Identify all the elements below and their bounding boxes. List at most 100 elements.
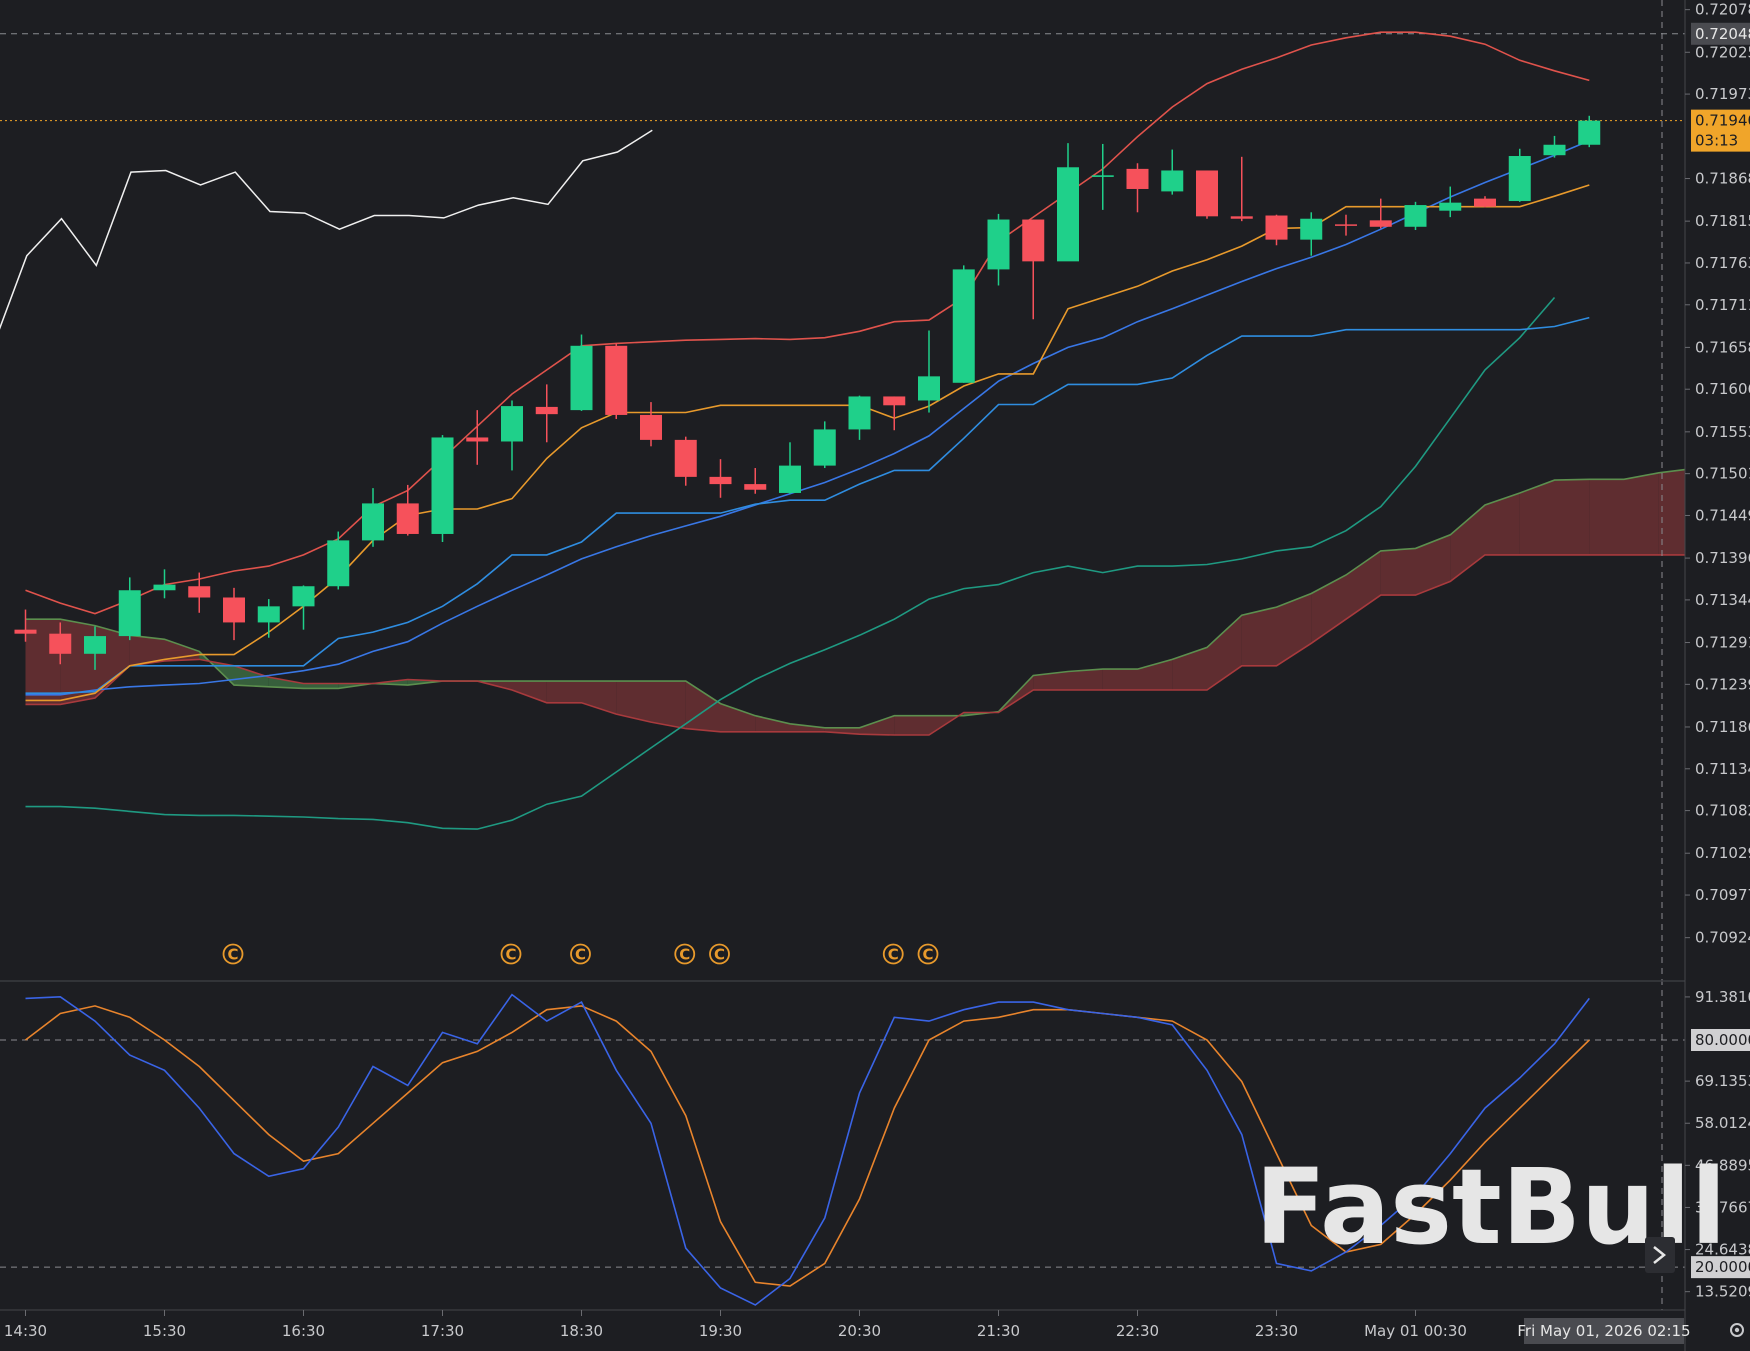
crosshair-time-tag-bg [1524, 1318, 1684, 1344]
candle-body [535, 406, 558, 415]
cloud-segment [234, 665, 269, 687]
event-marker[interactable]: C [709, 943, 730, 965]
candle[interactable] [1126, 163, 1149, 213]
candle[interactable] [257, 599, 280, 638]
candle[interactable] [1508, 148, 1531, 202]
event-marker[interactable]: C [674, 943, 696, 965]
event-marker-glyph: C [714, 946, 725, 964]
candle-body [49, 633, 72, 654]
candle[interactable] [918, 330, 940, 413]
candle[interactable] [1439, 186, 1462, 218]
candle[interactable] [1161, 149, 1184, 195]
candle[interactable] [1578, 115, 1601, 148]
upper-band-line [25, 31, 1590, 615]
event-marker-icon [570, 943, 591, 965]
candle[interactable] [1404, 201, 1427, 230]
event-marker[interactable]: C [222, 943, 244, 965]
candle[interactable] [431, 435, 454, 543]
candle-body [952, 269, 975, 383]
candle[interactable] [118, 577, 141, 641]
event-marker[interactable]: C [882, 943, 904, 965]
candle[interactable] [848, 395, 871, 440]
event-marker-glyph: C [922, 946, 933, 964]
candle[interactable] [674, 436, 697, 486]
candle-body [396, 503, 419, 534]
time-tick-label: 23:30 [1255, 1322, 1298, 1340]
candle[interactable] [188, 572, 211, 613]
price-tick-label: 0.71291 [1695, 634, 1750, 652]
event-marker[interactable]: C [500, 943, 522, 965]
candle-body [1474, 198, 1496, 207]
candle[interactable] [779, 442, 801, 494]
candle-body [918, 376, 940, 401]
candle[interactable] [1265, 214, 1288, 246]
candle-body [466, 437, 489, 442]
candle[interactable] [466, 410, 489, 465]
candle-body [327, 540, 350, 587]
time-axis[interactable]: 14:30 15:30 16:30 17:30 18:30 19:30 20:30 21:30… [4, 1310, 1691, 1344]
cloud-segment [1415, 534, 1451, 596]
cloud-segment [616, 681, 651, 723]
chikou-line [25, 296, 1556, 830]
candle-body [813, 429, 836, 466]
candle[interactable] [223, 587, 245, 641]
scroll-right-button[interactable] [1645, 1237, 1675, 1273]
candle[interactable] [1230, 156, 1253, 222]
candle[interactable] [362, 488, 384, 547]
event-marker-glyph: C [505, 946, 516, 964]
candle[interactable] [744, 468, 767, 494]
candle[interactable] [952, 265, 975, 383]
candle[interactable] [1196, 170, 1218, 219]
event-marker[interactable]: C [917, 943, 939, 965]
candle[interactable] [987, 213, 1010, 286]
candle[interactable] [709, 459, 732, 498]
candle-body [84, 636, 106, 654]
candle[interactable] [49, 622, 72, 665]
candle[interactable] [292, 585, 315, 630]
candle-body [1057, 167, 1079, 262]
candle[interactable] [1022, 219, 1045, 320]
candle[interactable] [883, 396, 906, 431]
candle[interactable] [153, 569, 176, 599]
event-marker[interactable]: C [570, 943, 591, 965]
chevron-right-icon [1653, 1246, 1667, 1264]
event-marker-icon [500, 943, 522, 965]
candle[interactable] [1335, 214, 1357, 236]
candle[interactable] [1369, 198, 1392, 229]
time-tick-label: 17:30 [421, 1322, 464, 1340]
candle-body [1578, 120, 1601, 145]
candle[interactable] [14, 609, 37, 642]
candle[interactable] [1474, 196, 1496, 208]
cloud-segment [651, 681, 686, 729]
candle-body [223, 597, 245, 623]
candle[interactable] [570, 334, 593, 411]
price-tick-label: 0.71449 [1695, 506, 1750, 524]
price-axis[interactable]: 0.72078 0.72025 0.71973 0.71868 0.71815 0.717… [1685, 1, 1750, 947]
candle[interactable] [327, 531, 350, 590]
candle[interactable] [1057, 143, 1079, 262]
candle-body [1230, 216, 1253, 219]
candle[interactable] [1300, 212, 1323, 256]
candle[interactable] [1091, 143, 1114, 210]
price-tick-label: 0.72025 [1695, 43, 1750, 61]
gear-icon[interactable] [1730, 1323, 1744, 1337]
candle[interactable] [535, 384, 558, 443]
cloud-segment [859, 715, 895, 736]
cloud-segment [1589, 479, 1624, 555]
candle[interactable] [1543, 135, 1566, 158]
candle[interactable] [640, 402, 662, 447]
candle[interactable] [84, 626, 106, 670]
stochastic-pane[interactable] [0, 993, 1685, 1306]
candle[interactable] [396, 484, 419, 536]
candle[interactable] [501, 400, 523, 471]
cloud-segment [1311, 574, 1346, 644]
cloud-segment [1241, 607, 1277, 666]
candle[interactable] [605, 343, 628, 419]
candle[interactable] [813, 421, 836, 469]
event-marker-glyph: C [888, 946, 899, 964]
candle-body [1335, 224, 1357, 226]
